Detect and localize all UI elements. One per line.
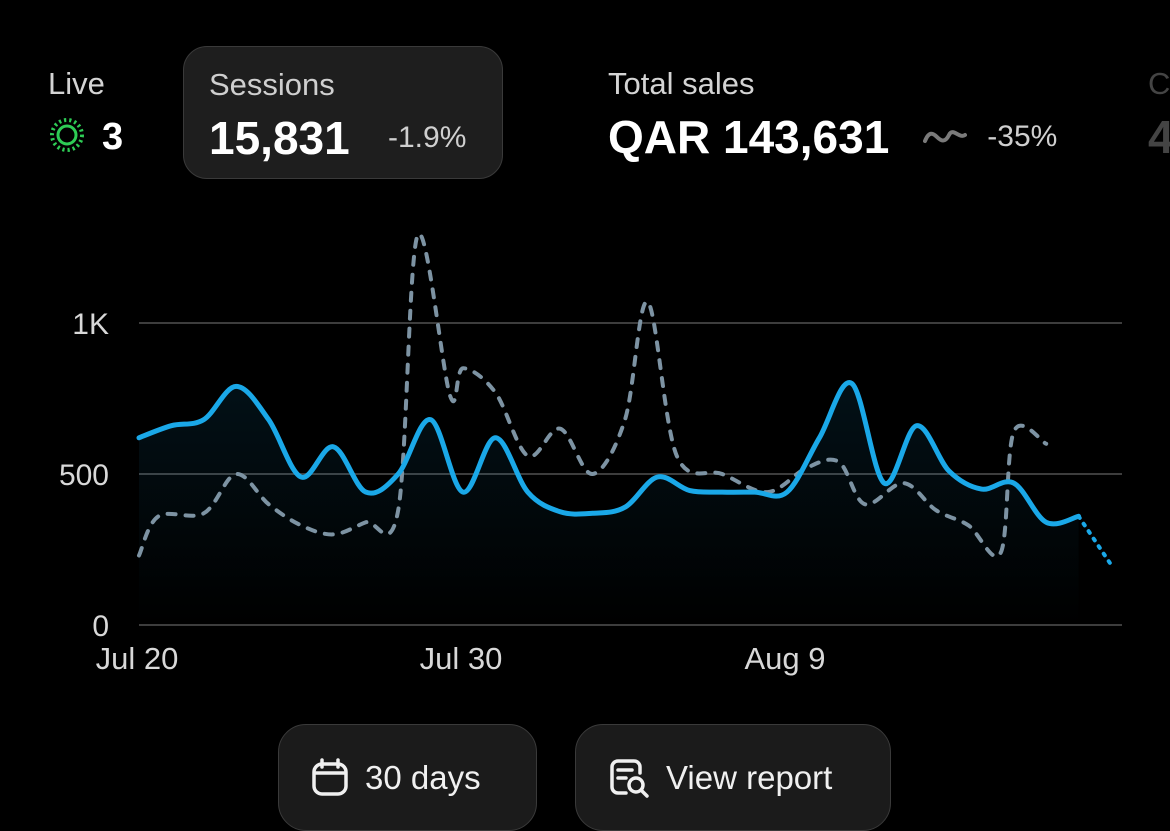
date-range-label: 30 days (365, 758, 481, 796)
date-range-button[interactable]: 30 days (278, 724, 537, 831)
total-sales-metric[interactable]: Total sales QAR 143,631 -35% (608, 66, 1057, 164)
sessions-change: -1.9% (388, 121, 467, 154)
current-period-line (136, 380, 1082, 527)
previous-period-line (137, 231, 1049, 559)
sessions-chart[interactable]: 0 500 1K Jul 20 Jul 30 Aug 9 (0, 200, 1170, 700)
live-value: 3 (102, 116, 124, 158)
x-tick-label: Aug 9 (744, 641, 825, 676)
y-tick-label: 1K (72, 308, 109, 341)
x-tick-label: Jul 20 (96, 641, 179, 676)
current-series-area (139, 382, 1079, 625)
sessions-value: 15,831 (209, 112, 350, 164)
view-report-label: View report (666, 758, 833, 796)
cut-off-metric[interactable]: C 4 (1148, 66, 1170, 164)
live-pulse-icon (48, 116, 86, 159)
y-tick-label: 500 (59, 459, 109, 492)
live-label: Live (48, 66, 105, 101)
total-sales-value: QAR 143,631 (608, 111, 890, 163)
x-tick-label: Jul 30 (420, 641, 503, 676)
view-report-button[interactable]: View report (575, 724, 891, 831)
current-projection-line (1076, 514, 1113, 567)
live-metric[interactable]: Live 3 (48, 66, 123, 159)
report-search-icon (606, 755, 652, 801)
total-sales-change: -35% (987, 120, 1058, 153)
sparkline-icon (923, 123, 968, 152)
cut-off-metric-label: C (1148, 66, 1170, 101)
calendar-icon (309, 757, 351, 799)
total-sales-label: Total sales (608, 66, 755, 101)
sessions-label: Sessions (209, 67, 335, 102)
cut-off-metric-value: 4 (1148, 111, 1170, 163)
y-tick-label: 0 (92, 610, 109, 643)
sessions-metric-card[interactable]: Sessions 15,831 -1.9% (183, 46, 503, 179)
